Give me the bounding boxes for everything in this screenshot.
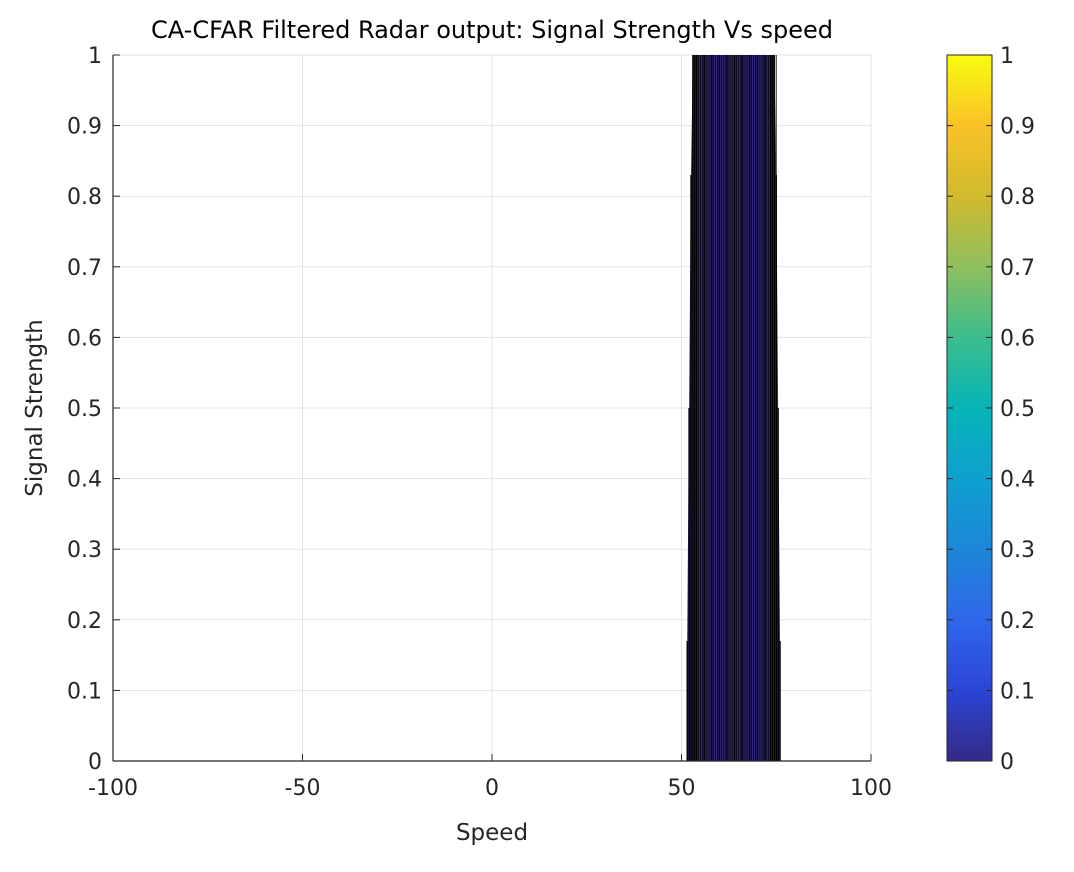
chart-title: CA-CFAR Filtered Radar output: Signal St… — [151, 16, 833, 44]
colorbar-tick-label: 0.2 — [1000, 609, 1035, 634]
colorbar-tick-label: 0.1 — [1000, 679, 1035, 704]
y-axis-label: Signal Strength — [22, 319, 48, 496]
x-tick-label: -100 — [88, 776, 138, 801]
x-tick-label: -50 — [285, 776, 321, 801]
surface — [686, 55, 781, 761]
x-tick-label: 100 — [850, 776, 892, 801]
y-tick-label: 0.7 — [67, 256, 102, 281]
y-tick-label: 0.8 — [67, 185, 102, 210]
colorbar-tick-label: 0.3 — [1000, 538, 1035, 563]
colorbar-tick-label: 0.4 — [1000, 468, 1035, 493]
y-tick-label: 0.2 — [67, 609, 102, 634]
x-tick-label: 0 — [485, 776, 499, 801]
colorbar-tick-label: 0.8 — [1000, 185, 1035, 210]
surface-fill — [687, 55, 781, 761]
y-tick-label: 0.4 — [67, 468, 102, 493]
y-tick-label: 0.1 — [67, 679, 102, 704]
colorbar-tick-label: 1 — [1000, 44, 1014, 69]
y-tick-label: 1 — [88, 44, 102, 69]
colorbar-tick-label: 0.7 — [1000, 256, 1035, 281]
y-tick-label: 0.9 — [67, 115, 102, 140]
colorbar-ticks: 0 0.1 0.2 0.3 0.4 0.5 0.6 0.7 0.8 0.9 1 — [947, 44, 1035, 775]
x-tick-label: 50 — [668, 776, 696, 801]
y-tick-label: 0.5 — [67, 397, 102, 422]
y-tick-label: 0 — [88, 750, 102, 775]
colorbar-tick-label: 0.5 — [1000, 397, 1035, 422]
colorbar-tick-label: 0.6 — [1000, 326, 1035, 351]
colorbar-tick-label: 0 — [1000, 750, 1014, 775]
colorbar — [946, 54, 993, 762]
y-tick-label: 0.6 — [67, 326, 102, 351]
axes: -100 -50 0 50 100 0 0.1 0.2 0.3 0.4 0.5 0.6 0.7 0.8 0.… — [67, 44, 892, 801]
x-axis-label: Speed — [456, 820, 528, 846]
colorbar-tick-label: 0.9 — [1000, 115, 1035, 140]
y-tick-label: 0.3 — [67, 538, 102, 563]
